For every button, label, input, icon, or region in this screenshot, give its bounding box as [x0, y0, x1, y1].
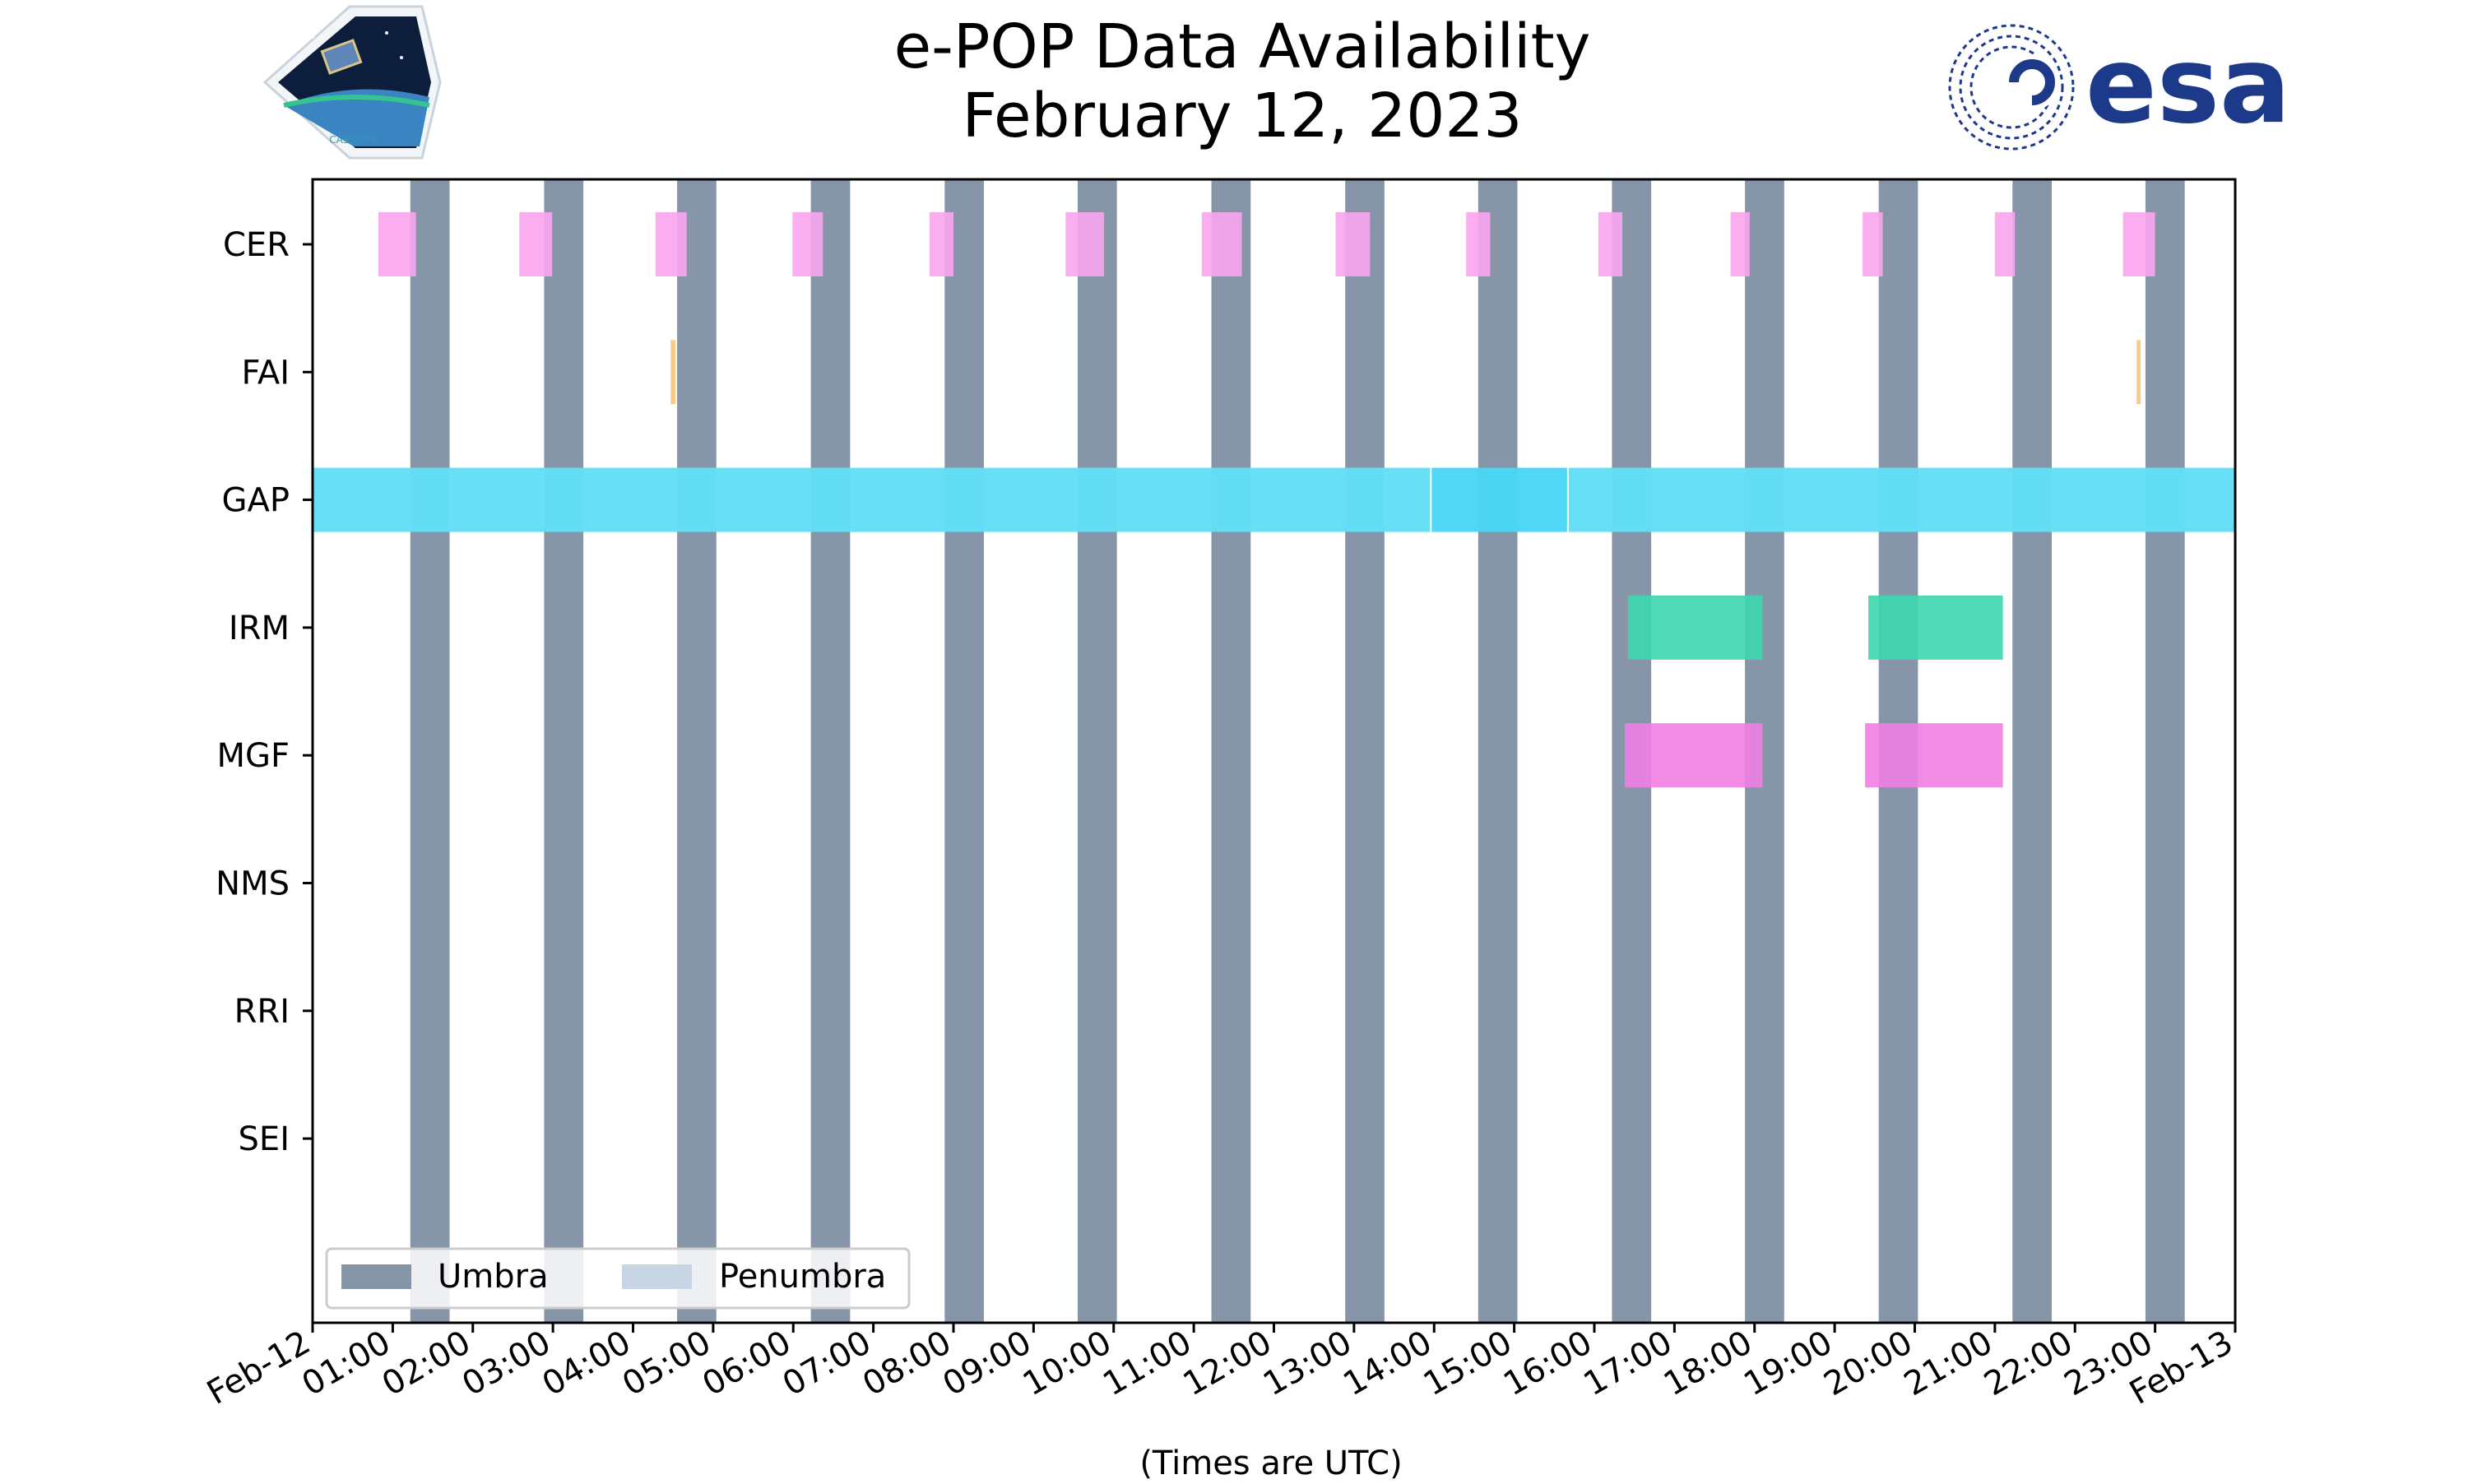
- mgf-data-bar: [1865, 723, 2003, 788]
- legend-umbra-label: Umbra: [438, 1258, 549, 1296]
- x-tick-label: 10:00: [1017, 1324, 1118, 1403]
- chart-subtitle: February 12, 2023: [963, 81, 1523, 151]
- legend-penumbra-swatch: [622, 1264, 692, 1289]
- legend: Umbra Penumbra: [325, 1247, 911, 1310]
- x-tick-label: 08:00: [856, 1324, 958, 1403]
- irm-data-bar: [1627, 595, 1763, 660]
- fai-data-bar: [2136, 340, 2141, 405]
- x-axis-label: (Times are UTC): [1139, 1445, 1402, 1481]
- x-tick-label: 14:00: [1337, 1324, 1438, 1403]
- esa-logo-text: esa: [2085, 25, 2290, 147]
- umbra-band: [2145, 179, 2185, 1323]
- umbra-band: [944, 179, 985, 1323]
- x-tick-label: 01:00: [296, 1324, 397, 1403]
- y-tick-label: GAP: [222, 482, 290, 520]
- legend-box: [325, 1247, 911, 1310]
- umbra-band: [1211, 179, 1251, 1323]
- x-tick-label: 02:00: [376, 1324, 477, 1403]
- x-tick-label: 18:00: [1658, 1324, 1759, 1403]
- x-tick-label: 15:00: [1417, 1324, 1519, 1403]
- legend-umbra-swatch: [341, 1264, 411, 1289]
- cer-data-bar: [1863, 212, 1883, 276]
- y-tick-label: IRM: [229, 610, 290, 647]
- x-tick-label: 17:00: [1578, 1324, 1679, 1403]
- cassiope-logo: CASSIOPE: [262, 5, 442, 160]
- gap-data-bar: [313, 467, 1431, 532]
- mgf-data-bar: [1625, 723, 1763, 788]
- cer-data-bar: [378, 212, 416, 276]
- esa-logo: esa: [1948, 24, 2290, 151]
- cer-data-bar: [929, 212, 953, 276]
- x-tick-label: 04:00: [536, 1324, 638, 1403]
- y-tick-label: CER: [223, 226, 290, 264]
- y-tick-label: SEI: [239, 1120, 290, 1158]
- x-tick-label: 20:00: [1818, 1324, 1919, 1403]
- y-tick-label: MGF: [216, 737, 290, 775]
- x-tick-label: 21:00: [1898, 1324, 1999, 1403]
- cer-data-bar: [2122, 212, 2155, 276]
- umbra-band: [2012, 179, 2053, 1323]
- legend-penumbra-label: Penumbra: [719, 1258, 886, 1296]
- gap-data-bar: [1431, 467, 1568, 532]
- x-tick-label: 06:00: [696, 1324, 797, 1403]
- cer-data-bar: [792, 212, 823, 276]
- cer-data-bar: [1994, 212, 2016, 276]
- umbra-band: [544, 179, 584, 1323]
- y-tick-label: FAI: [242, 354, 290, 392]
- x-tick-label: 16:00: [1497, 1324, 1598, 1403]
- umbra-band: [1345, 179, 1385, 1323]
- x-tick-label: 03:00: [456, 1324, 557, 1403]
- cer-data-bar: [519, 212, 553, 276]
- fai-data-bar: [670, 340, 676, 405]
- x-tick-label: 05:00: [616, 1324, 717, 1403]
- x-tick-label: Feb-12: [201, 1324, 317, 1412]
- y-tick-label: NMS: [216, 865, 290, 903]
- umbra-band: [1077, 179, 1117, 1323]
- x-tick-label: 09:00: [937, 1324, 1038, 1403]
- umbra-band: [810, 179, 851, 1323]
- cer-data-bar: [1466, 212, 1491, 276]
- irm-data-bar: [1868, 595, 2003, 660]
- cer-data-bar: [1335, 212, 1371, 276]
- cassiope-logo-text: CASSIOPE: [329, 134, 378, 146]
- x-tick-label: 13:00: [1257, 1324, 1358, 1403]
- umbra-band: [1478, 179, 1518, 1323]
- y-tick-label: RRI: [234, 993, 290, 1031]
- x-tick-label: 19:00: [1737, 1324, 1839, 1403]
- cer-data-bar: [1065, 212, 1105, 276]
- cer-data-bar: [1730, 212, 1750, 276]
- cer-data-bar: [1598, 212, 1623, 276]
- chart-title: e-POP Data Availability: [894, 12, 1591, 82]
- cer-data-bar: [1201, 212, 1242, 276]
- x-tick-label: 11:00: [1097, 1324, 1198, 1403]
- x-tick-label: 12:00: [1177, 1324, 1278, 1403]
- umbra-band: [410, 179, 450, 1323]
- umbra-band: [677, 179, 717, 1323]
- x-tick-label: 22:00: [1978, 1324, 2079, 1403]
- gap-data-bar: [1567, 467, 2235, 532]
- x-tick-label: 07:00: [777, 1324, 878, 1403]
- cer-data-bar: [655, 212, 687, 276]
